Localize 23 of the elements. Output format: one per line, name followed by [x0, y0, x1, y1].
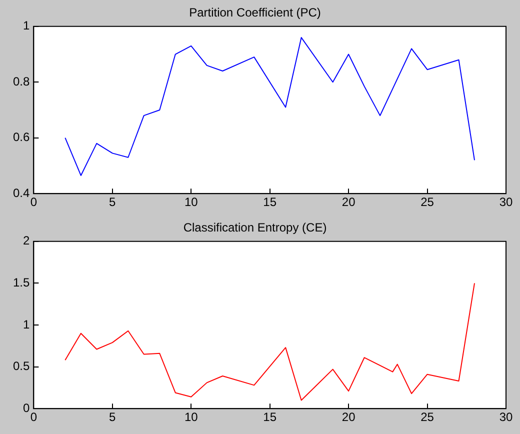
y-tick-label: 0.5 [12, 359, 30, 374]
x-tick-label: 15 [263, 410, 277, 424]
x-tick-label: 15 [263, 195, 277, 210]
x-tick-label: 30 [499, 410, 513, 424]
x-tick-label: 10 [184, 410, 198, 424]
x-tick-label: 25 [420, 195, 434, 210]
y-tick-label: 2 [22, 234, 30, 248]
y-tick-label: 1 [22, 18, 30, 33]
x-tick-label: 5 [109, 195, 116, 210]
y-tick-label: 1 [22, 317, 30, 332]
y-tick-label: 1.5 [12, 276, 30, 290]
x-tick-label: 25 [420, 410, 434, 424]
y-tick-label: 0.6 [12, 130, 30, 144]
y-tick-label: 0.8 [12, 74, 30, 88]
y-tick-label: 0.4 [12, 186, 30, 200]
chart-title: Classification Entropy (CE) [183, 220, 327, 235]
x-tick-label: 5 [109, 410, 116, 424]
chart-title: Partition Coefficient (PC) [189, 6, 321, 20]
x-tick-label: 20 [342, 410, 356, 424]
x-tick-label: 20 [342, 195, 356, 210]
x-tick-label: 10 [184, 195, 198, 210]
x-tick-label: 30 [499, 195, 513, 210]
y-tick-label: 0 [22, 400, 30, 415]
